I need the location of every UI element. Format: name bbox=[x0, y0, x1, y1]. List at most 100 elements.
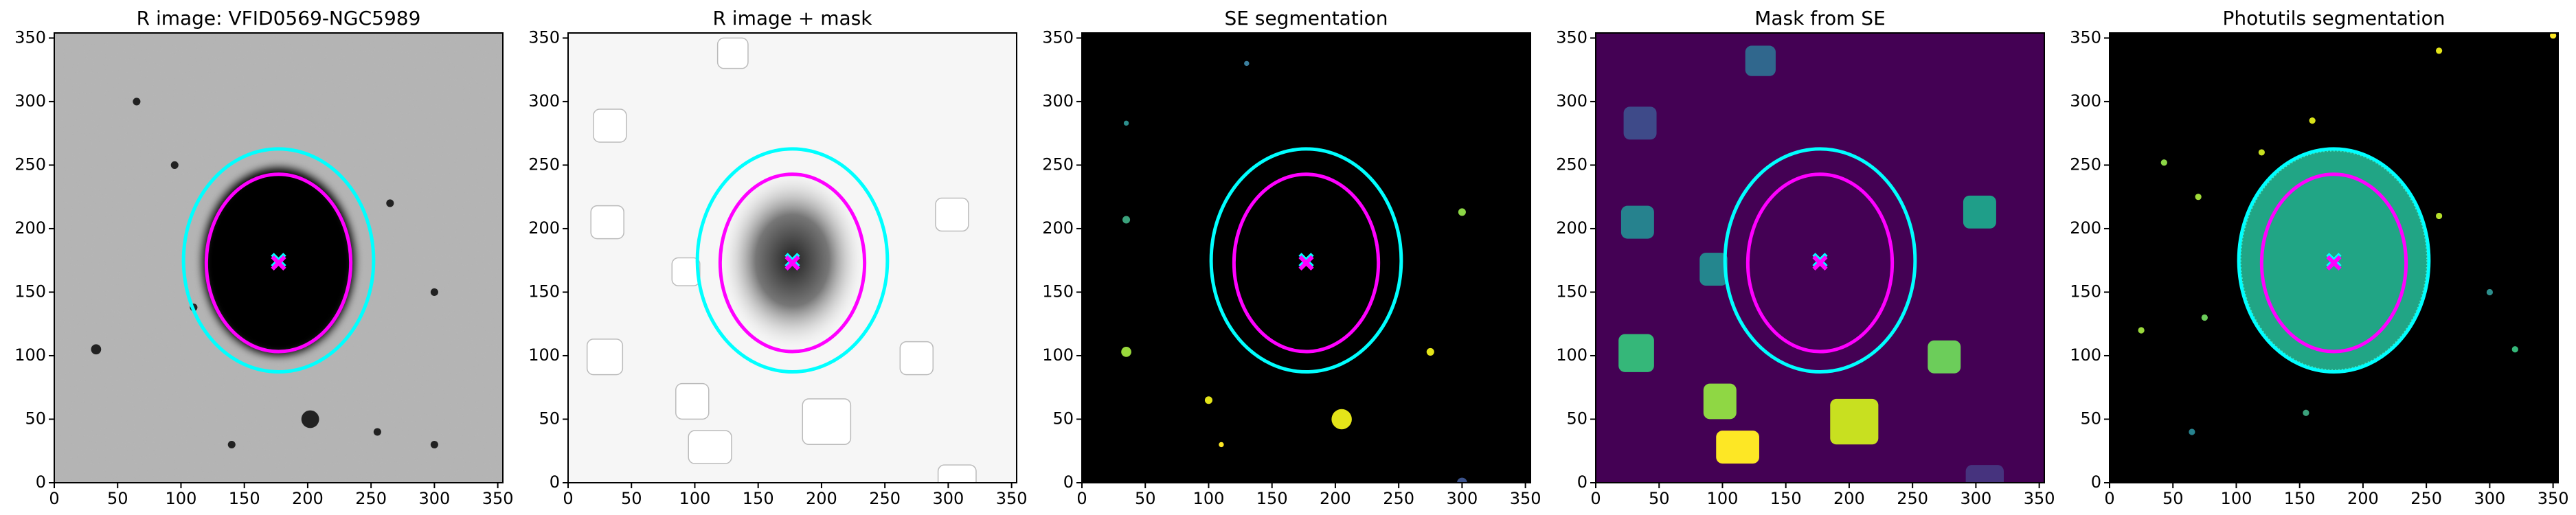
ellipse bbox=[2237, 147, 2431, 374]
y-tick-label: 300 bbox=[528, 91, 560, 111]
y-tick-label: 300 bbox=[14, 91, 46, 111]
y-tick-label: 300 bbox=[1042, 91, 1074, 111]
y-tick-label: 250 bbox=[2070, 154, 2101, 174]
x-tick-label: 100 bbox=[166, 489, 197, 508]
x-tick-label: 200 bbox=[292, 489, 324, 508]
y-tick-label: 150 bbox=[528, 282, 560, 301]
y-tick-label: 50 bbox=[539, 409, 560, 428]
center-marker bbox=[784, 255, 800, 271]
axes-frame bbox=[567, 32, 1017, 483]
y-tick-label: 50 bbox=[1052, 409, 1074, 428]
x-tick-label: 250 bbox=[2410, 489, 2442, 508]
x-tick-label: 300 bbox=[1446, 489, 1478, 508]
y-tick-label: 200 bbox=[528, 218, 560, 238]
x-tick-label: 200 bbox=[1320, 489, 1351, 508]
x-tick-label: 150 bbox=[1770, 489, 1802, 508]
x-tick-label: 0 bbox=[1076, 489, 1087, 508]
x-tick-label: 350 bbox=[1510, 489, 1541, 508]
image bbox=[1596, 33, 2044, 483]
x-tick-label: 200 bbox=[806, 489, 837, 508]
axes-frame bbox=[2109, 32, 2559, 483]
y-tick-label: 150 bbox=[1556, 282, 1588, 301]
x-tick-label: 350 bbox=[2024, 489, 2055, 508]
y-tick-label: 350 bbox=[1042, 27, 1074, 47]
y-tick-label: 100 bbox=[1042, 345, 1074, 365]
image bbox=[1082, 33, 1530, 483]
y-tick-label: 0 bbox=[550, 472, 560, 492]
center-marker bbox=[271, 255, 286, 271]
panel-title: R image + mask bbox=[712, 7, 872, 30]
panel-title: SE segmentation bbox=[1225, 7, 1388, 30]
x-tick-label: 300 bbox=[932, 489, 964, 508]
x-tick-label: 50 bbox=[107, 489, 128, 508]
x-tick-label: 150 bbox=[229, 489, 260, 508]
image bbox=[54, 33, 503, 483]
y-tick-label: 50 bbox=[1566, 409, 1588, 428]
x-tick-label: 350 bbox=[482, 489, 514, 508]
x-tick-label: 50 bbox=[2162, 489, 2184, 508]
x-tick-label: 100 bbox=[679, 489, 711, 508]
y-tick-label: 350 bbox=[14, 27, 46, 47]
x-tick-label: 250 bbox=[1383, 489, 1414, 508]
x-tick-label: 0 bbox=[2104, 489, 2114, 508]
ellipse bbox=[695, 147, 890, 374]
x-tick-label: 100 bbox=[1193, 489, 1225, 508]
center-marker bbox=[1298, 255, 1314, 271]
y-tick-label: 250 bbox=[528, 154, 560, 174]
ellipse bbox=[1232, 172, 1381, 354]
y-tick-label: 200 bbox=[1556, 218, 1588, 238]
y-tick-label: 350 bbox=[528, 27, 560, 47]
y-tick-label: 150 bbox=[14, 282, 46, 301]
y-tick-label: 200 bbox=[14, 218, 46, 238]
y-tick-label: 200 bbox=[2070, 218, 2101, 238]
axes-frame bbox=[1081, 32, 1531, 483]
x-tick-label: 150 bbox=[1256, 489, 1288, 508]
x-tick-label: 200 bbox=[1833, 489, 1865, 508]
ellipse bbox=[1745, 172, 1895, 354]
y-tick-label: 150 bbox=[2070, 282, 2101, 301]
x-tick-label: 300 bbox=[1960, 489, 1991, 508]
y-tick-label: 0 bbox=[1063, 472, 1074, 492]
x-tick-label: 100 bbox=[1707, 489, 1739, 508]
x-tick-label: 50 bbox=[1649, 489, 1670, 508]
x-tick-label: 350 bbox=[996, 489, 1028, 508]
y-tick-label: 100 bbox=[14, 345, 46, 365]
panel-title: Photutils segmentation bbox=[2222, 7, 2445, 30]
y-tick-label: 50 bbox=[25, 409, 46, 428]
x-tick-label: 200 bbox=[2347, 489, 2379, 508]
x-tick-label: 150 bbox=[2284, 489, 2316, 508]
y-tick-label: 0 bbox=[36, 472, 46, 492]
image bbox=[2110, 33, 2558, 483]
x-tick-label: 0 bbox=[1590, 489, 1601, 508]
ellipse bbox=[2259, 172, 2408, 354]
y-tick-label: 100 bbox=[2070, 345, 2101, 365]
panel-title: R image: VFID0569-NGC5989 bbox=[137, 7, 421, 30]
panel: Photutils segmentation 0 50 100 150 200 250 300… bbox=[2070, 7, 2568, 508]
y-tick-label: 100 bbox=[1556, 345, 1588, 365]
ellipse bbox=[204, 172, 353, 354]
x-tick-label: 300 bbox=[418, 489, 450, 508]
axes-frame bbox=[54, 32, 504, 483]
y-tick-label: 200 bbox=[1042, 218, 1074, 238]
panel: Mask from SE 0 50 100 150 200 250 300 350 0 50 100 1… bbox=[1556, 7, 2055, 508]
ellipse bbox=[181, 147, 376, 374]
x-tick-label: 50 bbox=[621, 489, 642, 508]
center-marker bbox=[2326, 255, 2342, 271]
image bbox=[568, 33, 1017, 483]
y-tick-label: 350 bbox=[2070, 27, 2101, 47]
x-tick-label: 150 bbox=[743, 489, 774, 508]
center-marker bbox=[1812, 255, 1828, 271]
axes-frame bbox=[1595, 32, 2045, 483]
x-tick-label: 100 bbox=[2221, 489, 2252, 508]
x-tick-label: 0 bbox=[49, 489, 59, 508]
ellipse bbox=[1209, 147, 1403, 374]
y-tick-label: 300 bbox=[2070, 91, 2101, 111]
x-tick-label: 250 bbox=[355, 489, 387, 508]
panel-title: Mask from SE bbox=[1754, 7, 1886, 30]
y-tick-label: 150 bbox=[1042, 282, 1074, 301]
y-tick-label: 250 bbox=[14, 154, 46, 174]
panel: R image + mask 0 50 100 150 200 250 300 350 0 50 10… bbox=[528, 7, 1027, 508]
y-tick-label: 350 bbox=[1556, 27, 1588, 47]
x-tick-label: 350 bbox=[2538, 489, 2569, 508]
